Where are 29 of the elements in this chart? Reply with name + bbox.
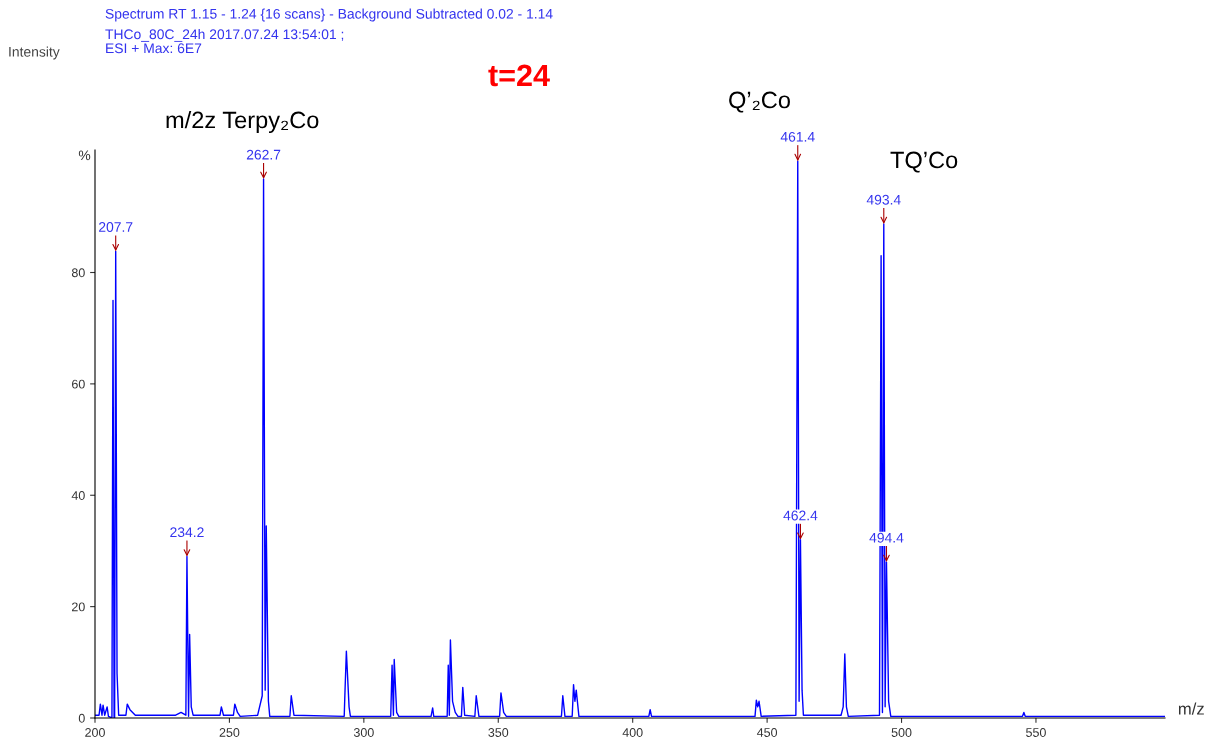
x-tick-label: 400 [622, 728, 643, 737]
annotation: 461.4 [780, 131, 815, 142]
x-axis-title: m/z [1178, 702, 1204, 715]
y-axis-title: % [78, 150, 91, 161]
annotation: 207.7 [99, 222, 133, 232]
x-tick-label: 350 [488, 728, 509, 737]
text: Q’₂Co [729, 91, 790, 113]
x-tick-label: 550 [1026, 728, 1046, 737]
x-tick-label: 450 [756, 728, 778, 737]
y-tick-label: 60 [72, 379, 85, 389]
chart-title: Spectrum RT 1.15 - 1.24 {16 scans} - Background Subtracted 0.02 - 1.14 [105, 8, 553, 22]
x-tick-label: 250 [219, 728, 240, 737]
annotation: 493.4 [866, 194, 901, 205]
x-tick-label: 300 [353, 728, 374, 737]
text: t=24 [488, 64, 550, 87]
annotation: 262.7 [246, 149, 281, 160]
y-tick-label: 20 [72, 602, 85, 612]
annotation: TQ’Co [890, 151, 958, 173]
text: Intensity [9, 46, 60, 60]
text: m/2z Terpy₂Co [166, 111, 319, 133]
x-tick-label: 500 [891, 728, 912, 737]
annotation: 494.4 [869, 532, 904, 543]
chart-subtitle: THCo_80C_24h 2017.07.24 13:54:01 ; ESI + Max: 6E7 [105, 29, 344, 54]
y-tick-label: 0 [78, 713, 85, 723]
x-tick-label: 200 [85, 728, 105, 737]
annotation: 234.2 [170, 527, 204, 538]
y-tick-label: 80 [71, 268, 85, 278]
annotation: 462.4 [783, 510, 818, 521]
y-tick-label: 40 [71, 491, 85, 500]
